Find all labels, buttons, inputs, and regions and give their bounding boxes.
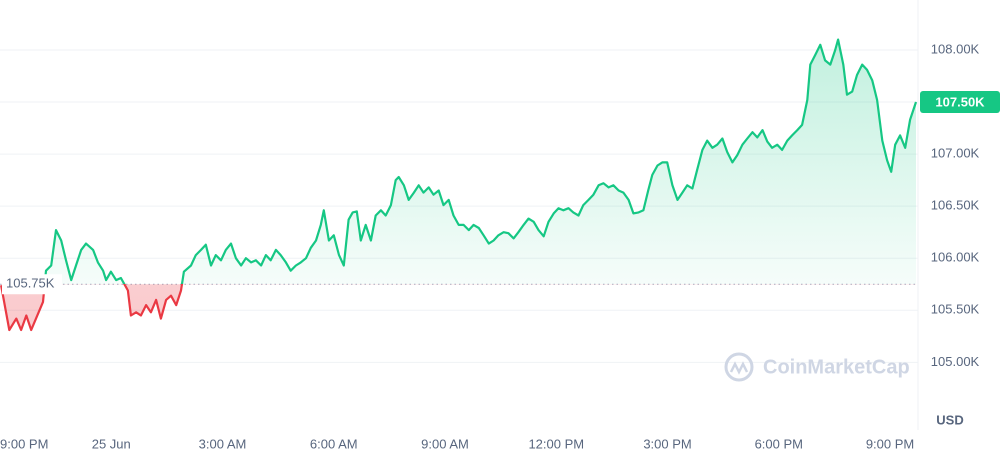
x-tick-label: 25 Jun — [92, 436, 131, 451]
watermark-text: CoinMarketCap — [763, 356, 910, 378]
price-area — [1, 39, 917, 330]
x-tick-label: 9:00 PM — [0, 436, 48, 451]
x-tick-label: 12:00 PM — [528, 436, 584, 451]
current-price-label: 107.50K — [935, 94, 985, 109]
x-tick-label: 3:00 AM — [199, 436, 247, 451]
y-tick-label: 106.50K — [931, 198, 980, 213]
price-line — [0, 38, 918, 332]
watermark: CoinMarketCap — [724, 352, 910, 382]
x-tick-label: 6:00 AM — [310, 436, 358, 451]
baseline-label-bg — [2, 274, 62, 295]
x-tick-label: 9:00 PM — [866, 436, 914, 451]
current-price-tag — [920, 91, 1000, 114]
y-tick-label: 105.50K — [931, 302, 980, 317]
x-tick-label: 6:00 PM — [755, 436, 803, 451]
y-tick-label: 108.00K — [931, 41, 980, 56]
x-tick-label: 3:00 PM — [643, 436, 691, 451]
unit-label: USD — [936, 412, 963, 427]
y-tick-label: 107.00K — [931, 146, 980, 161]
baseline-label: 105.75K — [6, 276, 55, 291]
x-tick-label: 9:00 AM — [421, 436, 469, 451]
y-tick-label: 105.00K — [931, 354, 980, 369]
y-tick-label: 106.00K — [931, 250, 980, 265]
